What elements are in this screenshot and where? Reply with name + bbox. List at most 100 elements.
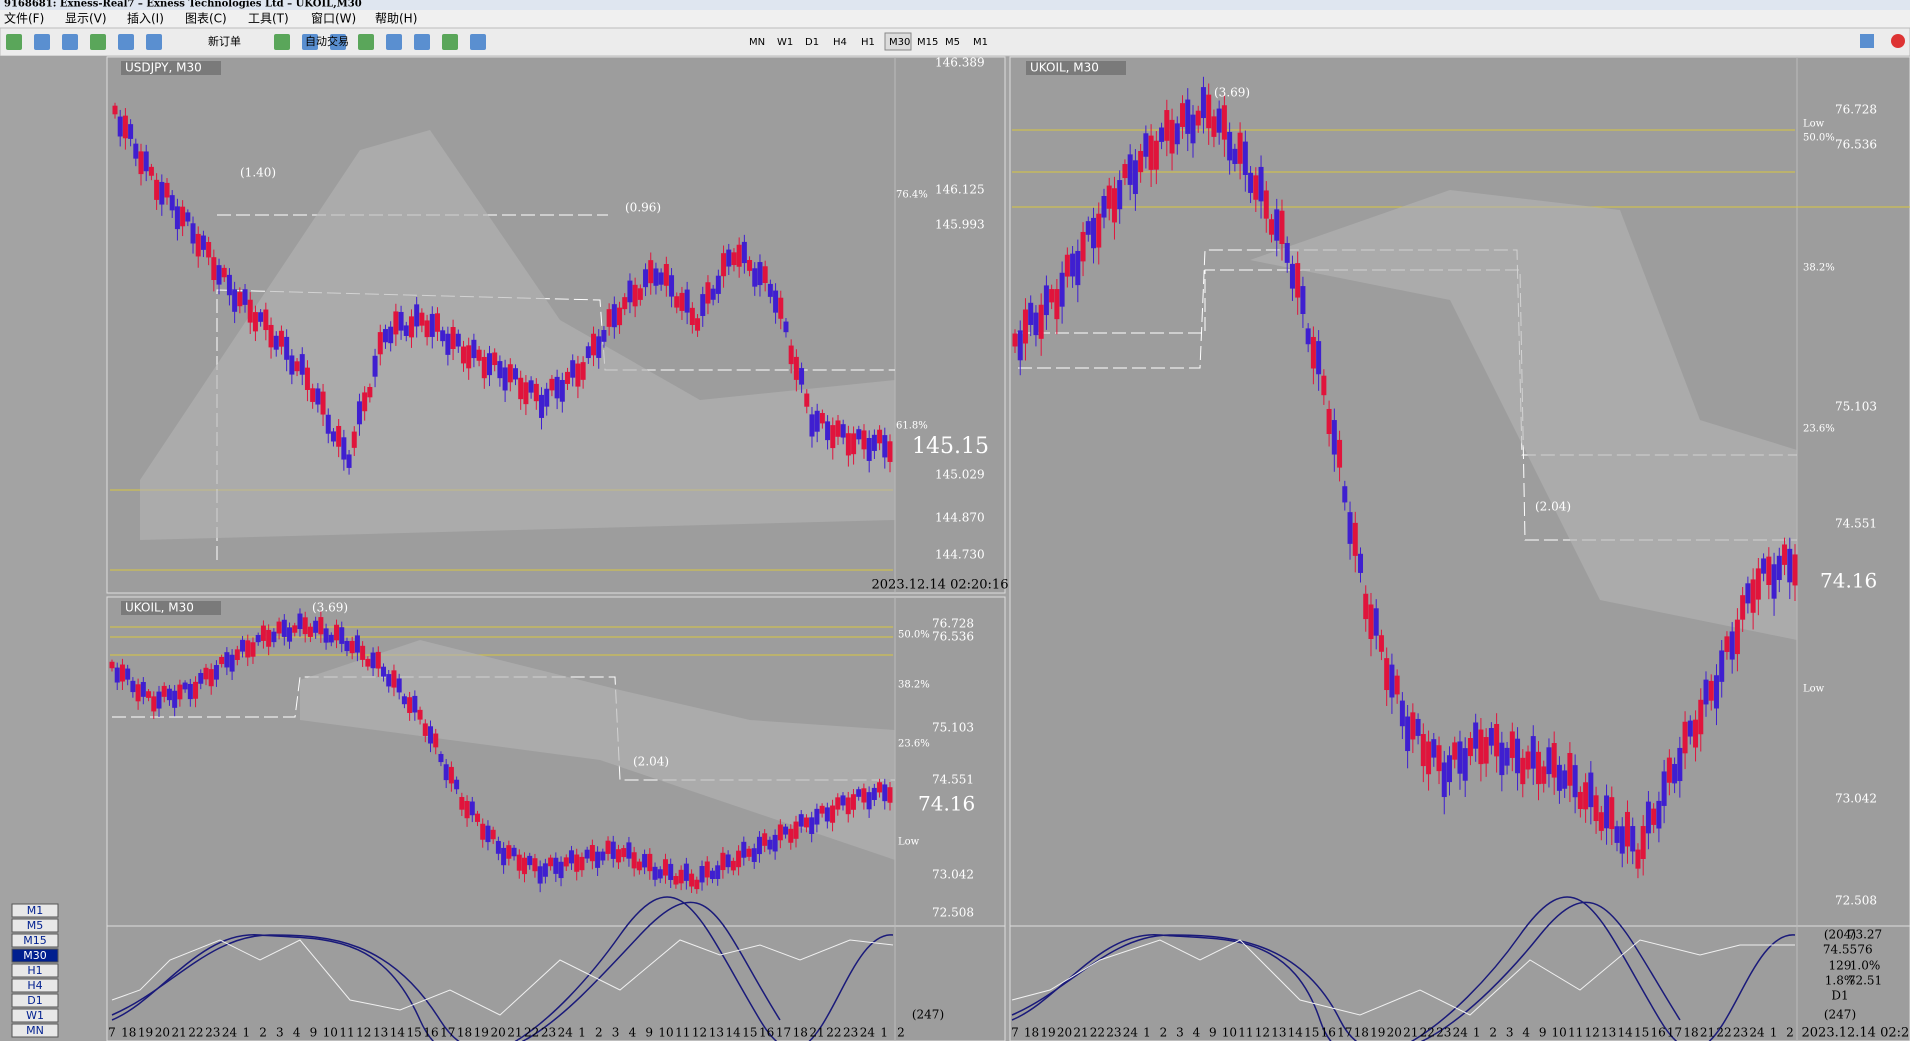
toolbar-icon[interactable] xyxy=(6,34,22,50)
search-icon[interactable] xyxy=(1860,34,1874,48)
candle xyxy=(1619,826,1625,854)
candle xyxy=(1180,103,1186,127)
timeframe-tab[interactable] xyxy=(11,978,59,993)
candle xyxy=(433,733,439,748)
x-axis-label: 18 xyxy=(121,1026,136,1040)
menu-item[interactable]: 工具(T) xyxy=(248,12,289,26)
candle xyxy=(356,401,362,425)
timeframe-tab-label[interactable]: W1 xyxy=(26,1009,44,1022)
menu-item[interactable]: 图表(C) xyxy=(185,12,227,26)
candle xyxy=(122,115,128,139)
candle xyxy=(1347,512,1353,544)
timeframe-tab-label[interactable]: MN xyxy=(26,1024,44,1037)
toolbar-icon[interactable] xyxy=(274,34,290,50)
candle xyxy=(232,289,238,312)
timeframe-tab[interactable] xyxy=(11,903,59,918)
fib-level: Low xyxy=(1803,684,1825,695)
timeframe-tab-label[interactable]: H4 xyxy=(27,979,42,992)
timeframe-tab[interactable] xyxy=(11,918,59,933)
timeframe-tab[interactable] xyxy=(11,1023,59,1038)
toolbar-icon[interactable] xyxy=(302,34,318,50)
timeframe-tab-label[interactable]: M5 xyxy=(27,919,44,932)
x-axis-label: 24 xyxy=(1123,1026,1139,1040)
candle xyxy=(417,709,423,720)
timeframe-tab-label[interactable]: D1 xyxy=(27,994,42,1007)
timeframe-button[interactable]: H1 xyxy=(861,37,875,48)
oscillator-signal xyxy=(111,939,1795,1016)
candle xyxy=(1153,140,1159,170)
candle xyxy=(325,414,331,434)
x-axis-label: 2 xyxy=(1489,1026,1497,1040)
timeframe-tab[interactable] xyxy=(11,948,59,963)
candle xyxy=(1693,719,1699,748)
toolbar-icon[interactable] xyxy=(34,34,50,50)
menu-item[interactable]: 显示(V) xyxy=(65,12,107,26)
toolbar-icon[interactable] xyxy=(358,34,374,50)
toolbar-button[interactable]: 自动交易 xyxy=(305,34,349,48)
candle xyxy=(601,329,607,342)
toolbar-icon[interactable] xyxy=(118,34,134,50)
x-axis-label: 18 xyxy=(457,1026,472,1040)
toolbar-button[interactable]: 新订单 xyxy=(208,34,241,48)
toolbar-icon[interactable] xyxy=(386,34,402,50)
toolbar-icon[interactable] xyxy=(330,34,346,50)
toolbar-icon[interactable] xyxy=(414,34,430,50)
toolbar-icon[interactable] xyxy=(62,34,78,50)
timeframe-button[interactable]: M15 xyxy=(917,37,938,48)
toolbar-icon[interactable] xyxy=(470,34,486,50)
timeframe-button[interactable]: M5 xyxy=(945,37,960,48)
toolbar-icon[interactable] xyxy=(146,34,162,50)
candle xyxy=(1614,826,1620,843)
candle xyxy=(185,212,191,222)
x-axis-label: 21 xyxy=(1073,1026,1088,1040)
timeframe-button[interactable]: H4 xyxy=(833,37,847,48)
timeframe-button[interactable]: MN xyxy=(749,37,765,48)
timeframe-tab-label[interactable]: M1 xyxy=(27,904,44,917)
menu-item[interactable]: 插入(I) xyxy=(127,12,164,26)
indicator-value: 74.55 xyxy=(1823,943,1857,957)
candle xyxy=(814,410,820,432)
x-axis-label: 21 xyxy=(172,1026,187,1040)
candle xyxy=(428,726,434,744)
menu-item[interactable]: 文件(F) xyxy=(4,11,44,26)
toolbar-icon[interactable] xyxy=(442,34,458,50)
candle xyxy=(689,307,695,325)
x-axis-label: 12 xyxy=(1584,1026,1599,1040)
candle xyxy=(799,368,805,385)
price-label: 76.728 xyxy=(932,617,974,631)
menu-item[interactable]: 帮助(H) xyxy=(375,12,417,26)
candle xyxy=(674,296,680,308)
candle xyxy=(856,789,862,797)
candle xyxy=(1562,770,1568,789)
candle xyxy=(606,309,612,327)
notify-icon[interactable] xyxy=(1891,34,1905,48)
x-axis-label: 4 xyxy=(1193,1026,1201,1040)
timeframe-tab-label[interactable]: H1 xyxy=(27,964,42,977)
candle xyxy=(1389,664,1395,698)
candle xyxy=(1750,579,1756,613)
candle xyxy=(1091,217,1097,249)
candle xyxy=(1284,243,1290,263)
x-axis-label: 18 xyxy=(1024,1026,1039,1040)
candle xyxy=(1200,87,1206,119)
price-label: 75.103 xyxy=(932,721,974,735)
candle xyxy=(1520,757,1526,785)
candle xyxy=(658,272,664,285)
timeframe-tab-label[interactable]: M30 xyxy=(23,949,47,962)
timeframe-button[interactable]: M1 xyxy=(973,37,988,48)
candle xyxy=(1049,289,1055,303)
toolbar-icon[interactable] xyxy=(90,34,106,50)
timeframe-button[interactable]: M30 xyxy=(889,37,910,48)
timeframe-tab[interactable] xyxy=(11,1008,59,1023)
timeframe-tab-label[interactable]: M15 xyxy=(23,934,47,947)
timeframe-button[interactable]: W1 xyxy=(777,37,793,48)
timeframe-button[interactable]: D1 xyxy=(805,37,819,48)
candle xyxy=(349,640,355,654)
server-time: 2023.12.14 02:20:16 xyxy=(872,578,1009,593)
timeframe-tab[interactable] xyxy=(11,993,59,1008)
timeframe-tab[interactable] xyxy=(11,963,59,978)
timeframe-tab[interactable] xyxy=(11,933,59,948)
candle xyxy=(1300,286,1306,315)
menu-item[interactable]: 窗口(W) xyxy=(311,12,356,26)
candle xyxy=(668,863,674,880)
